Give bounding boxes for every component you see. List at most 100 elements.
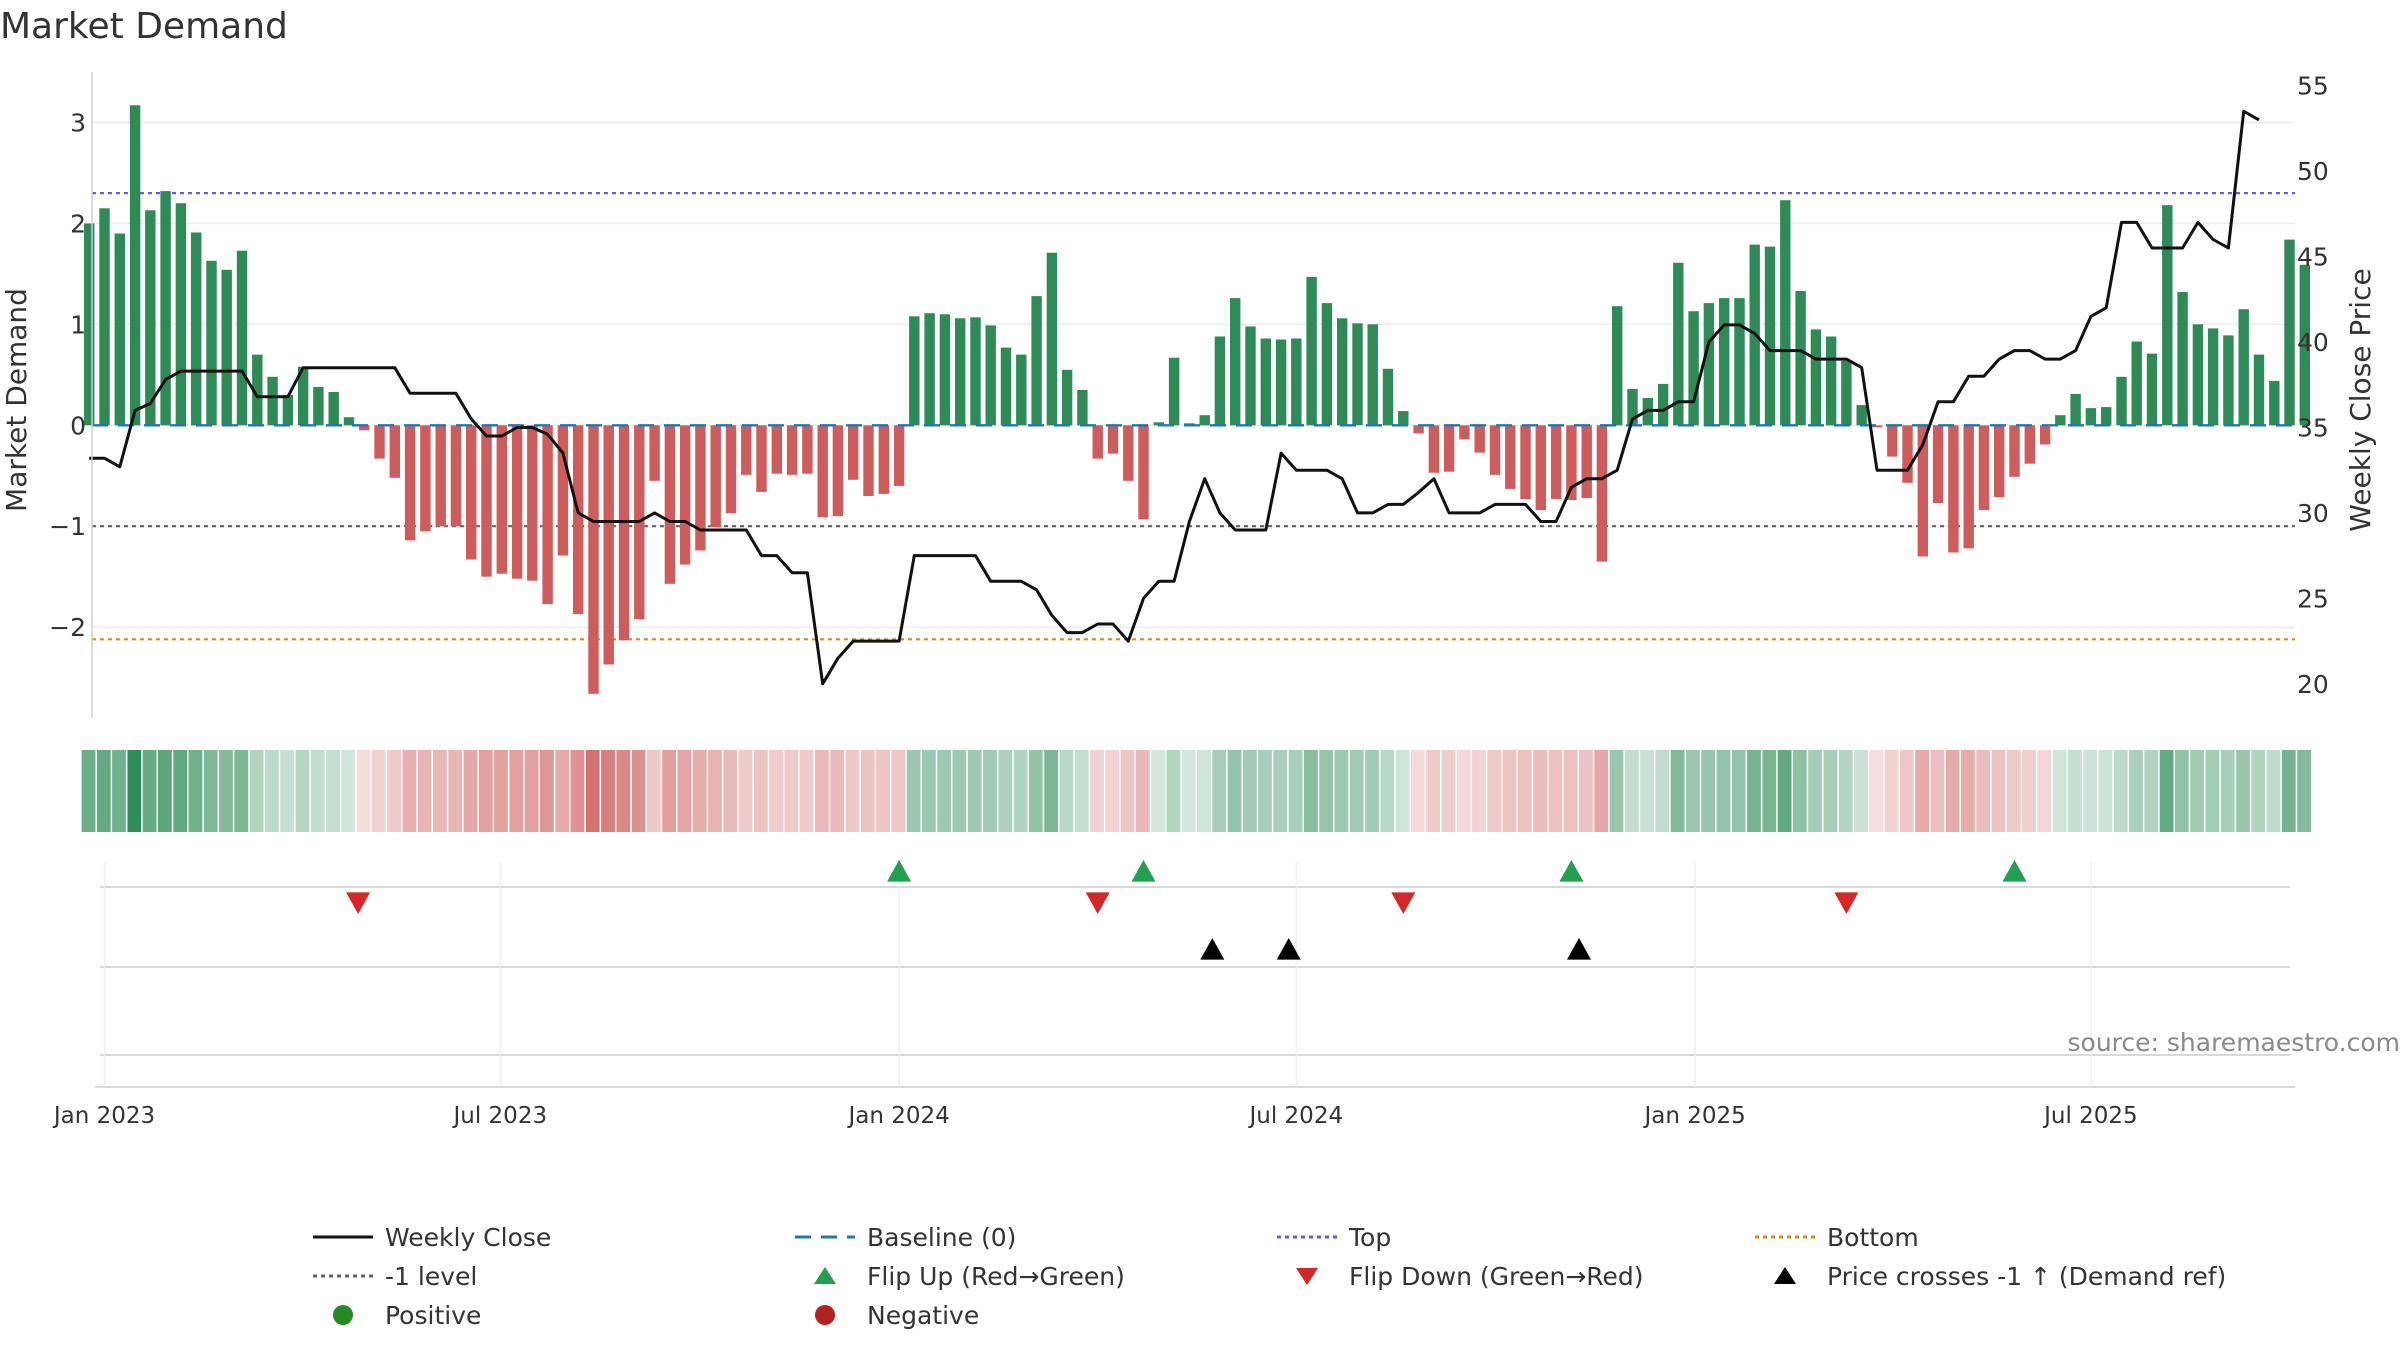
negative-bar (679, 425, 691, 565)
heat-cell (1609, 750, 1624, 832)
heat-cell (158, 750, 172, 832)
negative-bar (1428, 425, 1440, 473)
heat-cell (112, 750, 126, 832)
negative-bar (710, 425, 721, 528)
positive-bar (1688, 311, 1699, 426)
heat-cell (264, 750, 279, 832)
positive-bar (970, 317, 981, 426)
positive-bar (1061, 369, 1073, 426)
positive-bar (175, 203, 187, 426)
negative-bar (466, 425, 477, 560)
positive-bar (2177, 292, 2188, 426)
heat-cell (356, 750, 371, 832)
heat-cell (1120, 750, 1135, 832)
heat-cell (1961, 750, 1975, 832)
positive-bar (1046, 252, 1058, 426)
heat-cell (1808, 750, 1822, 832)
heat-cell (616, 750, 631, 832)
heat-cell (1013, 750, 1028, 832)
heat-cell (601, 750, 615, 832)
positive-bar (1000, 347, 1012, 426)
positive-bar (2116, 376, 2127, 426)
heat-cell (2190, 750, 2204, 832)
heat-cell (815, 750, 829, 832)
heat-cell (524, 750, 539, 832)
heat-cell (2052, 750, 2067, 832)
negative-bar (878, 425, 889, 494)
negative-bar (420, 425, 431, 532)
heat-cell (1747, 750, 1761, 832)
left-axis: 3 2 1 0 −1 −2 (49, 72, 93, 718)
negative-bar (741, 425, 752, 475)
heat-cell (952, 750, 967, 832)
heat-cell (1487, 750, 1502, 832)
heat-cell (1945, 750, 1960, 832)
y-tick-label: −2 (49, 613, 86, 642)
negative-bar (374, 425, 385, 459)
positive-bar (1398, 411, 1409, 426)
positive-bar (1337, 318, 1348, 426)
heat-cell (1258, 750, 1272, 832)
negative-bar (2024, 425, 2035, 464)
negative-bar (1887, 425, 1898, 457)
negative-bar (695, 425, 706, 551)
legend-price-cross-swatch (1774, 1267, 1796, 1284)
heat-cell (692, 750, 707, 832)
positive-bar (267, 376, 278, 426)
heat-cell (249, 750, 264, 832)
negative-bar (1123, 425, 1134, 481)
heat-cell (1640, 750, 1654, 832)
heat-cell (1533, 750, 1547, 832)
positive-bar (1077, 390, 1088, 426)
positive-bar (2299, 264, 2310, 426)
x-tick-label: Jan 2024 (846, 1103, 949, 1129)
heat-cell (1991, 750, 2006, 832)
y2-tick-label: 20 (2297, 670, 2329, 699)
positive-bar (1841, 360, 1852, 426)
flip-up-marker (2002, 860, 2027, 882)
heat-cell (448, 750, 463, 832)
y2-tick-label: 35 (2297, 414, 2329, 443)
positive-bar (221, 269, 232, 426)
heat-cell (662, 750, 676, 832)
positive-bar (2162, 205, 2173, 426)
heat-cell (860, 750, 875, 832)
heat-cell (906, 750, 921, 832)
heat-cell (1028, 750, 1043, 832)
heat-cell (1304, 750, 1318, 832)
y-tick-label: 3 (70, 109, 86, 138)
negative-bar (1902, 425, 1913, 483)
heat-cell (1716, 750, 1731, 832)
demand-heat-strip (81, 750, 2311, 832)
heat-cell (2297, 750, 2311, 832)
positive-bar (1719, 298, 1730, 426)
heat-cell (433, 750, 447, 832)
legend-label: Flip Down (Green→Red) (1349, 1262, 1644, 1291)
negative-bar (1138, 425, 1149, 520)
negative-bar (618, 425, 630, 641)
heat-cell (1181, 750, 1196, 832)
negative-bar (1948, 425, 1959, 553)
positive-bar (1795, 291, 1806, 426)
positive-bar (1657, 383, 1669, 426)
heat-cell (555, 750, 570, 832)
negative-bar (359, 425, 370, 431)
heat-cell (2098, 750, 2113, 832)
heat-cell (2006, 750, 2021, 832)
heat-cell (1426, 750, 1440, 832)
x-tick-label: Jan 2023 (52, 1103, 155, 1129)
event-markers (95, 860, 2295, 1088)
negative-bar (1932, 425, 1944, 503)
negative-bar (389, 425, 400, 478)
legend-label: Baseline (0) (867, 1223, 1016, 1252)
negative-bar (2009, 425, 2020, 477)
positive-bar (1275, 339, 1287, 426)
positive-bar (1382, 368, 1394, 426)
negative-bar (1917, 425, 1928, 557)
heat-cell (570, 750, 585, 832)
negative-bar (863, 425, 874, 496)
positive-bar (84, 223, 95, 426)
positive-bar (985, 325, 996, 426)
heat-cell (295, 750, 310, 832)
